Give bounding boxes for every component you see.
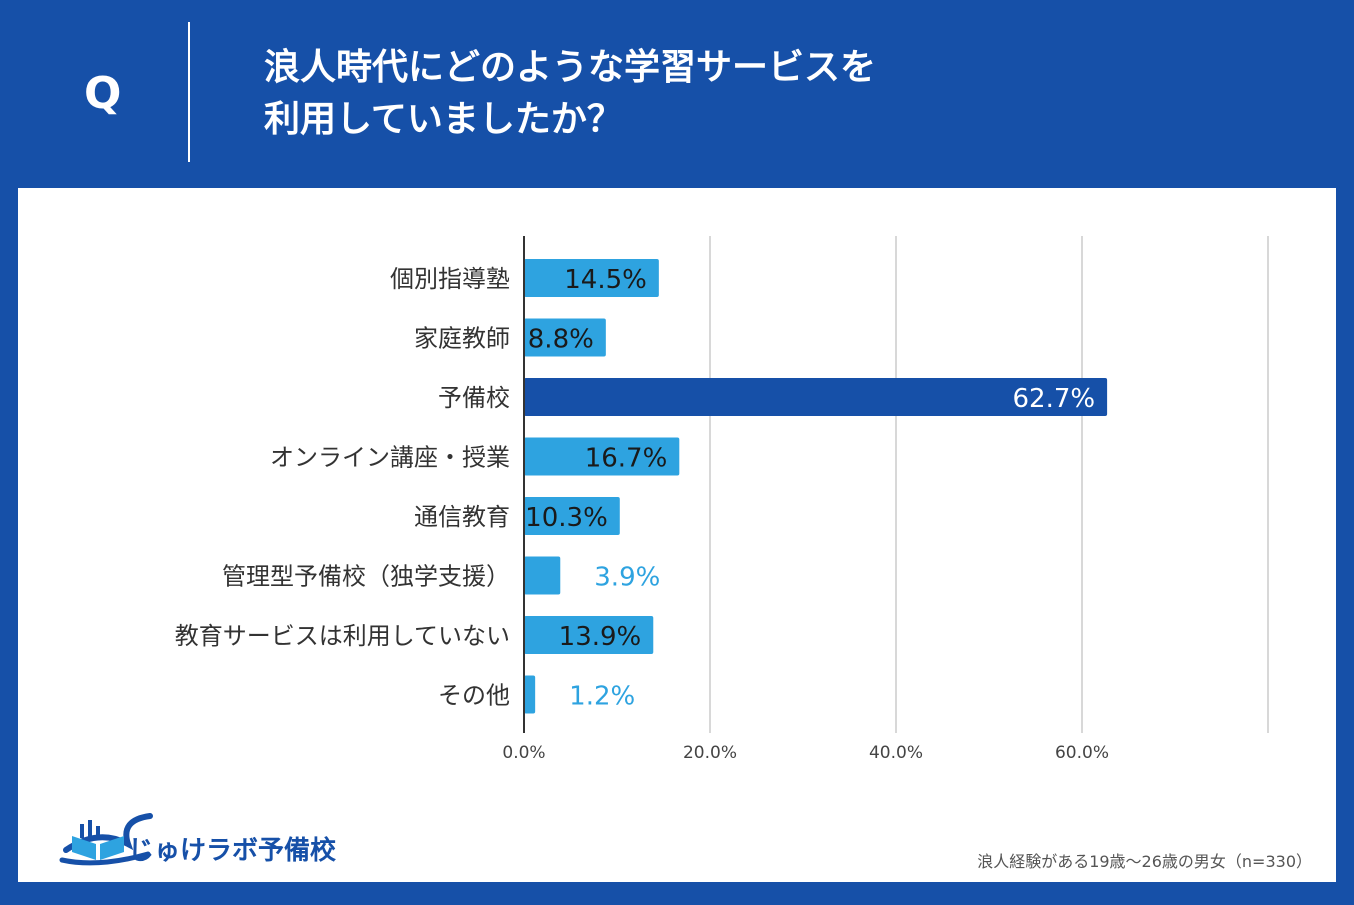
bar	[524, 675, 536, 714]
brand-name: じゅけラボ予備校	[128, 836, 337, 866]
category-label: 個別指導塾	[390, 265, 510, 293]
bar	[524, 497, 620, 535]
chart-panel: 0.0% 20.0% 40.0% 60.0% 個別指導塾 14.5% 家庭教師 8.8% 予備校…	[18, 188, 1336, 882]
data-label: 10.3%	[525, 503, 608, 533]
book-logo-icon	[59, 813, 153, 866]
category-label: オンライン講座・授業	[270, 444, 510, 472]
category-label: 通信教育	[414, 503, 510, 531]
category-label: 家庭教師	[414, 325, 510, 353]
category-label: 予備校	[438, 384, 510, 412]
bar	[524, 378, 1108, 416]
question-title: 浪人時代にどのような学習サービスを 利用していましたか？	[264, 42, 876, 146]
bar	[524, 259, 659, 297]
bar	[524, 318, 606, 357]
x-tick-label: 20.0%	[683, 743, 737, 763]
bar	[524, 616, 654, 654]
footnote: 浪人経験がある19歳～26歳の男女（n=330）	[977, 852, 1312, 871]
bar-chart: 0.0% 20.0% 40.0% 60.0% 個別指導塾 14.5% 家庭教師 8.8% 予備校…	[175, 236, 1269, 763]
bar	[524, 556, 561, 595]
x-tick-label: 0.0%	[502, 743, 545, 763]
data-label: 13.9%	[559, 622, 642, 652]
data-label: 8.8%	[528, 325, 594, 355]
data-label: 62.7%	[1013, 384, 1096, 414]
bar	[524, 437, 680, 476]
data-label: 16.7%	[585, 444, 668, 474]
q-label: Q	[84, 68, 122, 119]
x-tick-label: 40.0%	[869, 743, 923, 763]
data-label: 3.9%	[594, 563, 660, 593]
question-line-1: 浪人時代にどのような学習サービスを	[264, 47, 877, 88]
category-label: 管理型予備校（独学支援）	[222, 563, 510, 591]
data-label: 14.5%	[564, 265, 647, 295]
x-tick-label: 60.0%	[1055, 743, 1109, 763]
header-divider	[188, 22, 190, 162]
category-label: その他	[438, 682, 510, 710]
header: Q 浪人時代にどのような学習サービスを 利用していましたか？	[0, 0, 1354, 188]
category-label: 教育サービスは利用していない	[175, 622, 510, 650]
question-line-2: 利用していましたか？	[264, 99, 623, 140]
data-label: 1.2%	[569, 682, 635, 712]
